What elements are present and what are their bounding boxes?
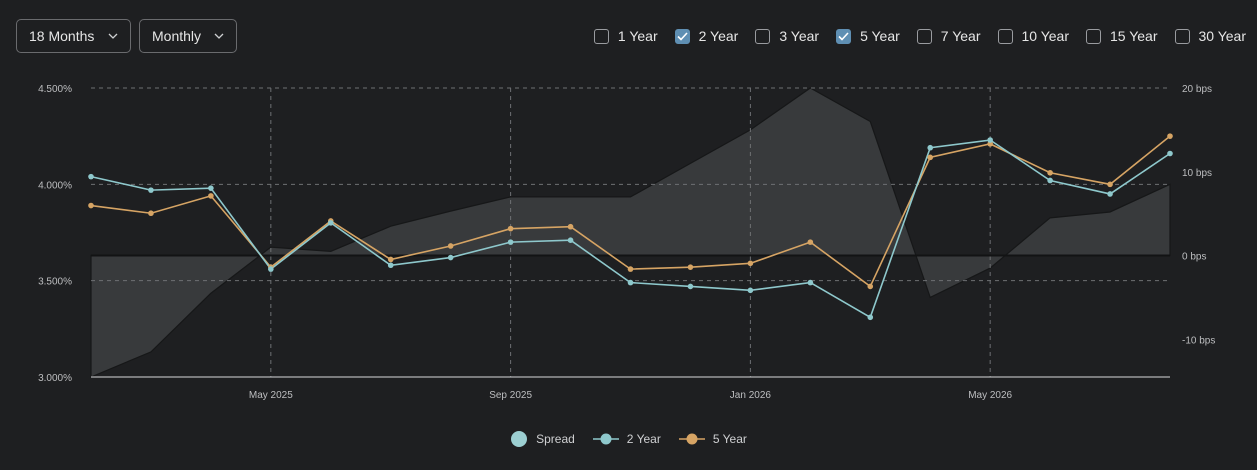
tenor-checkbox-5-year[interactable]: 5 Year: [836, 28, 900, 44]
range-dropdown-label: 18 Months: [29, 28, 95, 44]
data-point-5-year: [1167, 133, 1173, 139]
frequency-dropdown[interactable]: Monthly: [139, 19, 237, 53]
data-point-5-year: [88, 202, 94, 209]
data-point-5-year: [627, 266, 634, 272]
tenor-label: 10 Year: [1021, 28, 1070, 44]
data-point-2-year: [567, 237, 574, 244]
data-point-2-year: [927, 144, 934, 151]
data-point-5-year: [447, 243, 454, 249]
data-point-2-year: [1167, 150, 1173, 157]
checkbox-box[interactable]: [674, 28, 690, 44]
y-right-tick-label: 10 bps: [1182, 168, 1212, 179]
checkmark-icon: [677, 31, 688, 41]
data-point-5-year: [387, 256, 394, 263]
checkbox-box[interactable]: [1174, 28, 1190, 44]
data-point-2-year: [987, 137, 993, 143]
data-point-5-year: [867, 283, 874, 290]
data-point-2-year: [627, 279, 634, 286]
tenor-checkbox-30-year[interactable]: 30 Year: [1174, 28, 1247, 44]
data-point-2-year: [687, 283, 694, 290]
tenor-checkbox-7-year[interactable]: 7 Year: [916, 28, 981, 44]
data-point-2-year: [507, 239, 514, 245]
tenor-checkbox-group: 1 Year 2 Year 3 Year 5 Year 7 Year 10 Year 15 …: [593, 28, 1247, 44]
legend-item-5-year[interactable]: 5 Year: [678, 430, 747, 448]
legend-item-2-year[interactable]: 2 Year: [592, 430, 661, 448]
legend-label-spread: Spread: [536, 432, 575, 446]
tenor-label: 3 Year: [779, 28, 820, 44]
tenor-checkbox-3-year[interactable]: 3 Year: [755, 28, 819, 44]
spread-legend-marker: [511, 431, 528, 447]
data-point-5-year: [507, 225, 514, 232]
tenor-checkbox-10-year[interactable]: 10 Year: [997, 28, 1070, 44]
chevron-down-icon: [214, 33, 224, 39]
x-tick-label: Jan 2026: [730, 390, 772, 401]
data-point-2-year: [807, 279, 814, 286]
tenor-label: 2 Year: [698, 28, 739, 44]
data-point-2-year: [268, 266, 274, 272]
five-year-legend-marker: [678, 433, 705, 445]
range-dropdown[interactable]: 18 Months: [16, 19, 131, 53]
legend-item-spread[interactable]: Spread: [510, 430, 575, 448]
data-point-2-year: [1107, 191, 1113, 197]
data-point-2-year: [88, 173, 94, 180]
y-left-tick-label: 4.000%: [38, 180, 72, 191]
tenor-label: 15 Year: [1110, 28, 1158, 44]
data-point-5-year: [747, 260, 754, 267]
tenor-checkbox-15-year[interactable]: 15 Year: [1086, 28, 1158, 44]
tenor-checkbox-2-year[interactable]: 2 Year: [674, 28, 739, 44]
x-tick-label: May 2025: [249, 390, 293, 401]
tenor-label: 1 Year: [617, 28, 658, 44]
data-point-5-year: [567, 223, 574, 230]
checkbox-box[interactable]: [916, 28, 932, 44]
tenor-label: 7 Year: [940, 28, 981, 44]
tenor-label: 5 Year: [860, 28, 900, 44]
y-right-tick-label: -10 bps: [1182, 335, 1215, 346]
chevron-down-icon: [108, 33, 118, 39]
checkmark-icon: [838, 31, 849, 41]
x-tick-label: Sep 2025: [489, 390, 532, 401]
y-right-tick-label: 20 bps: [1182, 84, 1212, 95]
y-left-tick-label: 3.000%: [38, 373, 72, 384]
checkbox-box[interactable]: [997, 28, 1013, 44]
checkbox-box[interactable]: [755, 28, 771, 44]
data-point-5-year: [927, 154, 934, 161]
data-point-2-year: [148, 187, 154, 193]
checkbox-box[interactable]: [836, 28, 852, 44]
checkbox-box[interactable]: [1086, 28, 1101, 44]
data-point-5-year: [148, 210, 154, 217]
legend-label-5-year: 5 Year: [712, 432, 747, 446]
data-point-2-year: [327, 220, 334, 226]
data-point-5-year: [987, 141, 993, 147]
legend-label-2-year: 2 Year: [626, 432, 661, 446]
y-right-tick-label: 0 bps: [1182, 252, 1206, 263]
data-point-2-year: [1047, 177, 1053, 184]
frequency-dropdown-label: Monthly: [152, 28, 202, 44]
data-point-5-year: [208, 193, 214, 199]
chart-legend: Spread 2 Year 5 Year: [0, 430, 1257, 448]
data-point-5-year: [687, 264, 694, 270]
data-point-2-year: [208, 185, 214, 191]
spread-area: [90, 87, 1171, 378]
y-left-tick-label: 4.500%: [38, 84, 72, 95]
data-point-5-year: [1047, 169, 1053, 176]
data-point-5-year: [807, 239, 814, 245]
tenor-checkbox-1-year[interactable]: 1 Year: [593, 28, 658, 44]
tenor-label: 30 Year: [1198, 28, 1247, 44]
checkbox-box[interactable]: [593, 28, 609, 44]
data-point-2-year: [447, 254, 454, 261]
x-tick-label: May 2026: [968, 390, 1012, 401]
data-point-2-year: [747, 287, 754, 294]
data-point-5-year: [1107, 181, 1113, 188]
data-point-2-year: [867, 314, 874, 321]
y-left-tick-label: 3.500%: [38, 277, 72, 288]
two-year-legend-marker: [592, 433, 619, 445]
data-point-2-year: [387, 262, 394, 269]
